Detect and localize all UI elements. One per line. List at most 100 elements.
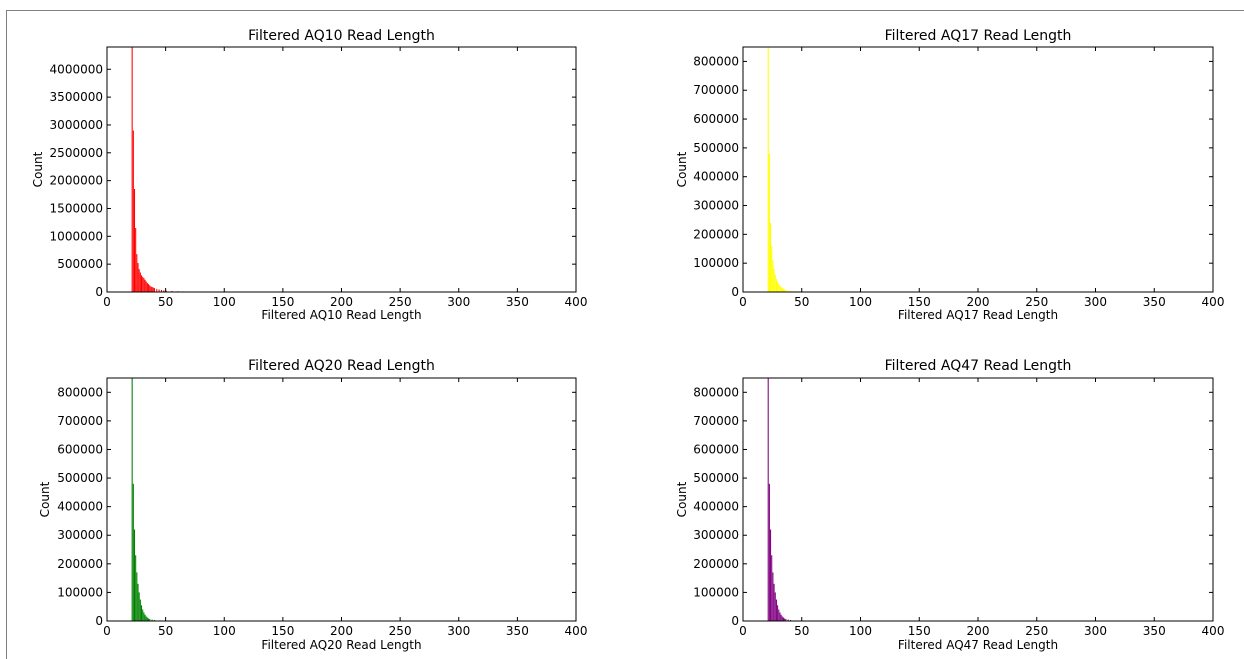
- histogram-bar: [149, 619, 151, 621]
- y-tick-label: 500000: [693, 141, 739, 155]
- y-tick-label: 500000: [57, 471, 103, 485]
- histogram-bar: [772, 260, 774, 292]
- y-tick-label: 800000: [693, 385, 739, 399]
- histogram-bar: [767, 378, 769, 621]
- x-tick-label: 100: [849, 624, 872, 638]
- histogram-bar: [150, 286, 152, 292]
- histogram-bar: [138, 592, 140, 621]
- histogram-bar: [778, 609, 780, 621]
- histogram-bar: [141, 605, 143, 621]
- y-tick-label: 500000: [693, 471, 739, 485]
- y-tick-label: 0: [731, 285, 739, 299]
- x-tick-label: 200: [330, 624, 353, 638]
- histogram-bar: [780, 286, 782, 292]
- chart-title: Filtered AQ20 Read Length: [248, 358, 435, 374]
- y-tick-label: 0: [731, 614, 739, 628]
- histogram-bar: [785, 289, 787, 292]
- chart-title: Filtered AQ10 Read Length: [248, 28, 435, 44]
- histogram-bar: [781, 287, 783, 292]
- x-tick-label: 400: [1202, 624, 1225, 638]
- x-tick-label: 0: [103, 624, 111, 638]
- histogram-bar: [767, 47, 769, 292]
- x-tick-label: 300: [447, 624, 470, 638]
- x-tick-label: 100: [849, 295, 872, 309]
- x-tick-label: 50: [158, 295, 173, 309]
- y-axis-label: Count: [31, 151, 45, 187]
- histogram-bar: [165, 290, 167, 292]
- histogram-bar: [787, 619, 789, 621]
- x-tick-label: 150: [908, 295, 931, 309]
- histogram-bar: [132, 130, 134, 292]
- y-tick-label: 3000000: [50, 118, 103, 132]
- y-tick-label: 600000: [57, 442, 103, 456]
- histogram-bar: [143, 612, 145, 621]
- x-tick-label: 400: [565, 624, 588, 638]
- histogram-bar: [774, 592, 776, 621]
- x-tick-label: 50: [794, 624, 809, 638]
- y-tick-label: 100000: [693, 256, 739, 270]
- x-tick-label: 350: [506, 624, 529, 638]
- histogram-bar: [136, 254, 138, 292]
- y-tick-label: 500000: [57, 257, 103, 271]
- histogram-bar: [158, 289, 160, 292]
- x-axis-label: Filtered AQ10 Read Length: [261, 308, 421, 322]
- histogram-bar: [143, 278, 145, 292]
- y-tick-label: 3500000: [50, 90, 103, 104]
- x-tick-label: 0: [739, 624, 747, 638]
- x-tick-label: 0: [739, 295, 747, 309]
- x-tick-label: 0: [103, 295, 111, 309]
- x-tick-label: 150: [271, 295, 294, 309]
- histogram-bar: [163, 290, 165, 292]
- y-tick-label: 1000000: [50, 229, 103, 243]
- histogram-bar: [785, 619, 787, 621]
- plot-frame: [106, 46, 577, 293]
- histogram-bar: [772, 572, 774, 621]
- histogram-bar: [152, 287, 154, 292]
- histogram-bar: [777, 605, 779, 621]
- histogram-bar: [779, 612, 781, 621]
- y-tick-label: 300000: [57, 528, 103, 542]
- y-tick-label: 100000: [693, 585, 739, 599]
- histogram-bar: [146, 283, 148, 292]
- chart-title: Filtered AQ17 Read Length: [885, 28, 1072, 44]
- x-tick-label: 300: [1084, 624, 1107, 638]
- x-tick-label: 200: [967, 624, 990, 638]
- x-tick-label: 100: [213, 624, 236, 638]
- histogram-bar: [779, 285, 781, 292]
- histogram-bar: [136, 572, 138, 621]
- y-tick-label: 300000: [693, 528, 739, 542]
- x-tick-label: 100: [213, 295, 236, 309]
- histogram-bar: [768, 153, 770, 292]
- histogram-bar: [151, 286, 153, 292]
- x-tick-label: 150: [908, 624, 931, 638]
- histogram-bar: [133, 188, 136, 292]
- y-tick-label: 200000: [693, 227, 739, 241]
- y-tick-label: 1500000: [50, 201, 103, 215]
- histogram-bar: [135, 227, 137, 292]
- histogram-bar: [137, 263, 139, 292]
- histogram-bar: [771, 245, 773, 292]
- y-tick-label: 600000: [693, 112, 739, 126]
- histogram-bar: [132, 483, 134, 621]
- histogram-bar: [148, 618, 150, 621]
- histogram-bar: [144, 614, 146, 621]
- histogram-bar: [148, 284, 150, 292]
- histogram-bar: [149, 285, 151, 292]
- subplot-aq10: Filtered AQ10 Read Length Filtered AQ10 …: [31, 28, 587, 322]
- y-tick-label: 0: [95, 614, 103, 628]
- y-axis-label: Count: [38, 481, 52, 517]
- y-tick-label: 200000: [57, 557, 103, 571]
- x-tick-label: 350: [1143, 624, 1166, 638]
- y-tick-label: 700000: [693, 83, 739, 97]
- y-tick-label: 300000: [693, 199, 739, 213]
- y-tick-label: 700000: [693, 414, 739, 428]
- histogram-bar: [146, 617, 148, 621]
- histogram-bar: [775, 599, 777, 621]
- histogram-bar: [782, 617, 785, 621]
- x-axis-label: Filtered AQ20 Read Length: [261, 638, 421, 652]
- x-tick-label: 150: [271, 624, 294, 638]
- x-tick-label: 400: [1202, 295, 1225, 309]
- histogram-bar: [142, 276, 144, 292]
- x-tick-label: 250: [1025, 624, 1048, 638]
